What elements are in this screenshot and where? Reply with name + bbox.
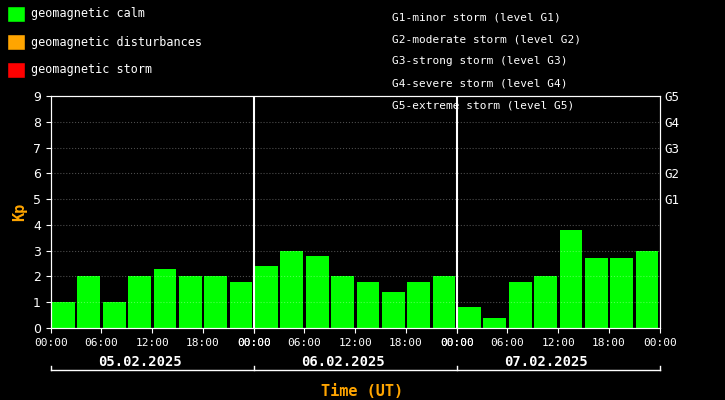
Bar (509, 282, 531, 328)
Bar (306, 256, 328, 328)
Text: 06.02.2025: 06.02.2025 (301, 355, 384, 369)
Bar (103, 302, 125, 328)
Bar (458, 307, 481, 328)
Text: G4-severe storm (level G4): G4-severe storm (level G4) (392, 78, 567, 88)
Bar (52, 302, 75, 328)
Text: G5-extreme storm (level G5): G5-extreme storm (level G5) (392, 100, 573, 110)
Text: 05.02.2025: 05.02.2025 (98, 355, 181, 369)
Bar (204, 276, 227, 328)
Bar (281, 251, 303, 328)
Bar (610, 258, 633, 328)
Bar (154, 269, 176, 328)
Bar (636, 251, 658, 328)
Text: geomagnetic storm: geomagnetic storm (31, 64, 152, 76)
Bar (585, 258, 608, 328)
Text: G2-moderate storm (level G2): G2-moderate storm (level G2) (392, 34, 581, 44)
Bar (534, 276, 557, 328)
Bar (433, 276, 455, 328)
Bar (230, 282, 252, 328)
Bar (484, 318, 506, 328)
Text: Time (UT): Time (UT) (321, 384, 404, 400)
Text: geomagnetic disturbances: geomagnetic disturbances (31, 36, 202, 48)
Text: 07.02.2025: 07.02.2025 (504, 355, 587, 369)
Text: G3-strong storm (level G3): G3-strong storm (level G3) (392, 56, 567, 66)
Bar (357, 282, 379, 328)
Text: geomagnetic calm: geomagnetic calm (31, 8, 145, 20)
Bar (179, 276, 202, 328)
Text: G1-minor storm (level G1): G1-minor storm (level G1) (392, 12, 560, 22)
Bar (331, 276, 354, 328)
Bar (78, 276, 100, 328)
Bar (128, 276, 151, 328)
Bar (255, 266, 278, 328)
Bar (407, 282, 430, 328)
Bar (560, 230, 582, 328)
Bar (382, 292, 405, 328)
Y-axis label: Kp: Kp (12, 203, 28, 221)
